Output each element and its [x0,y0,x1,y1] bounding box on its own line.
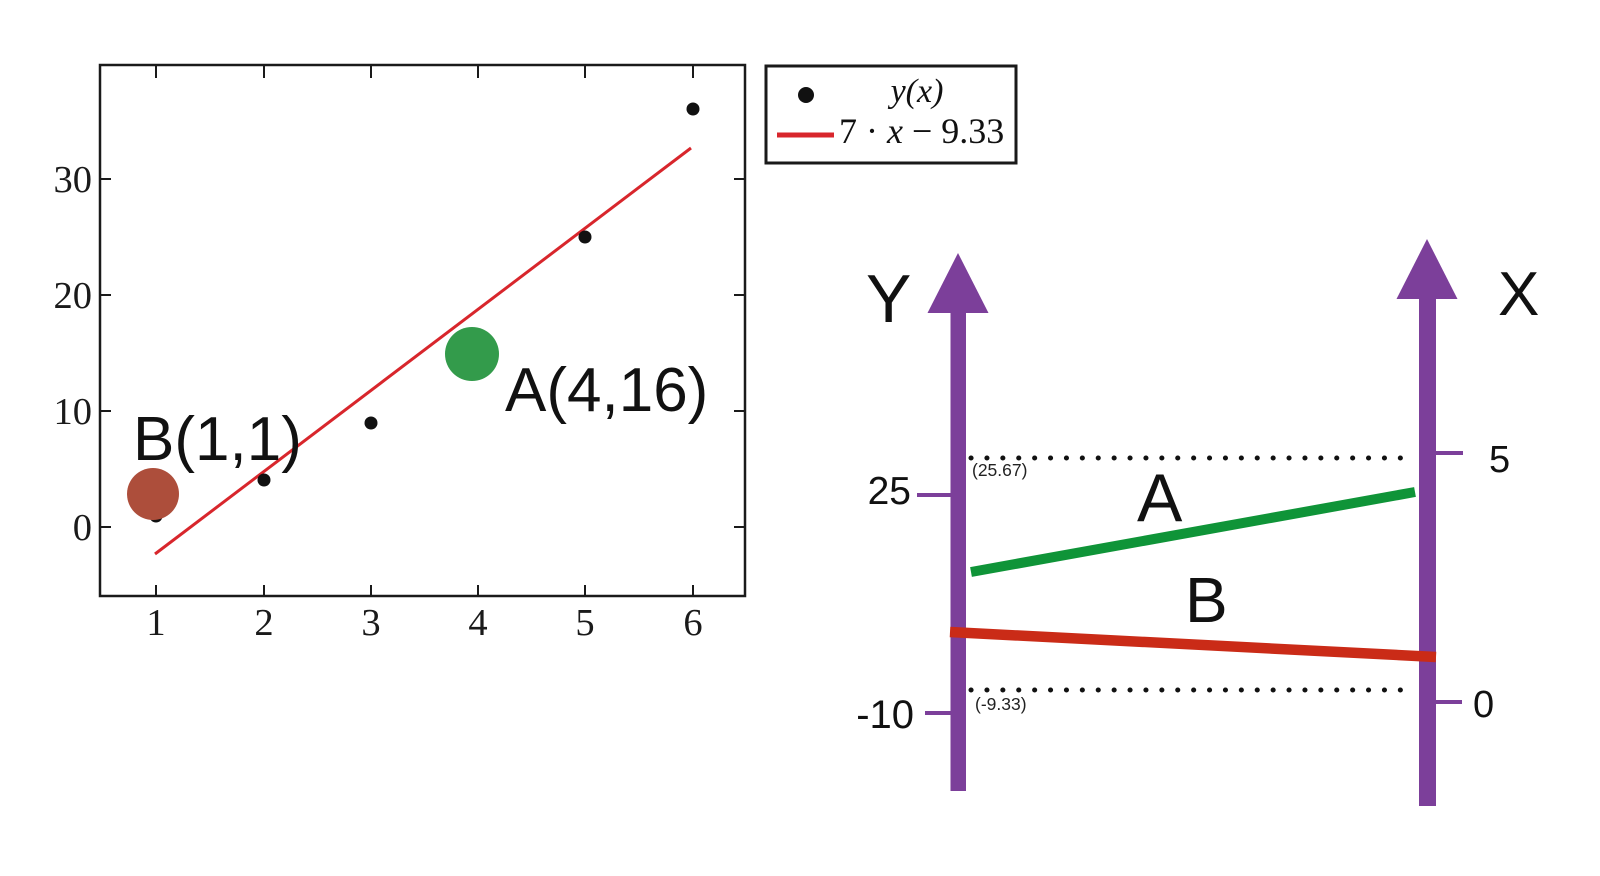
svg-text:25: 25 [868,470,911,513]
svg-text:4: 4 [468,602,487,644]
svg-text:0: 0 [73,507,92,549]
svg-text:Y: Y [866,261,911,337]
svg-text:5: 5 [1489,439,1510,481]
svg-text:3: 3 [361,602,380,644]
svg-text:30: 30 [54,159,93,201]
svg-text:B(1,1): B(1,1) [133,405,302,474]
svg-text:B: B [1185,564,1228,636]
svg-text:7 · x − 9.33: 7 · x − 9.33 [839,111,1004,151]
svg-text:1: 1 [146,602,165,644]
svg-text:A: A [1137,460,1183,536]
svg-text:(25.67): (25.67) [972,460,1027,480]
svg-text:A(4,16): A(4,16) [505,356,708,425]
svg-text:6: 6 [683,602,702,644]
svg-text:0: 0 [1473,684,1494,726]
svg-text:X: X [1498,260,1539,329]
svg-text:-10: -10 [856,693,914,737]
svg-text:(-9.33): (-9.33) [975,694,1027,714]
svg-text:5: 5 [575,602,594,644]
svg-text:10: 10 [54,391,93,433]
svg-text:y(x): y(x) [888,73,944,110]
svg-text:20: 20 [54,275,93,317]
svg-text:2: 2 [254,602,273,644]
